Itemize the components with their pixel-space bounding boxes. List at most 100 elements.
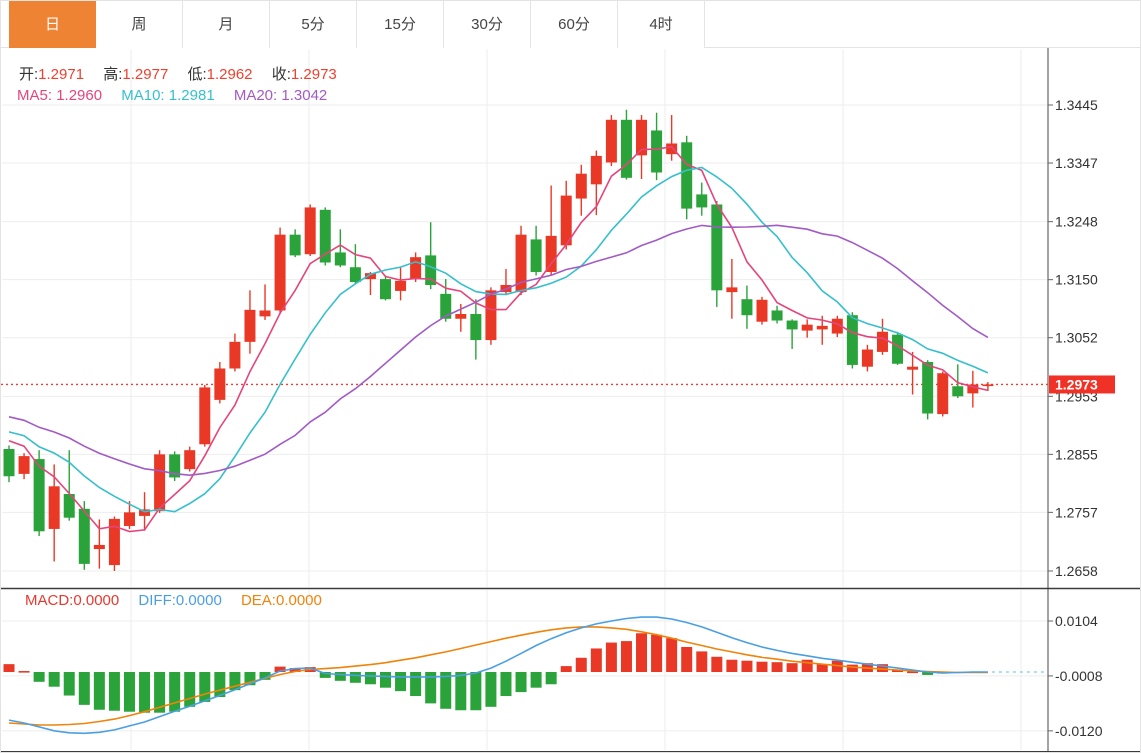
high-label: 高: <box>103 66 123 83</box>
ma10-line <box>8 166 989 513</box>
ma-legend: MA5: 1.2960 MA10: 1.2981 MA20: 1.3042 <box>17 87 342 104</box>
candle-down <box>289 229 301 258</box>
candle-body <box>63 494 75 518</box>
ma20-value: 1.3042 <box>281 87 328 104</box>
candle-up <box>636 115 648 180</box>
candle-body <box>786 320 798 330</box>
price-tick-label: 1.2855 <box>1055 446 1098 462</box>
macd-bar-negative <box>123 672 135 712</box>
macd-bar-positive <box>575 657 587 672</box>
price-tick-label: 1.3445 <box>1055 97 1098 113</box>
dea-value: 0.0000 <box>275 592 322 609</box>
candle-down <box>78 501 90 570</box>
macd-bar-positive <box>816 664 828 672</box>
tab-month[interactable]: 月 <box>183 1 270 48</box>
candle-body <box>937 373 949 415</box>
macd-bar-positive <box>696 651 708 672</box>
gridlines <box>2 49 1048 750</box>
candle-body <box>395 280 407 291</box>
candle-up <box>48 464 60 562</box>
macd-bar-negative <box>199 672 211 702</box>
macd-bar-positive <box>18 671 30 673</box>
macd-bar-positive <box>876 664 888 672</box>
open-value: 1.2971 <box>38 66 85 83</box>
price-tick-label: 1.2658 <box>1055 563 1098 579</box>
macd-bar-negative <box>500 672 512 697</box>
candle-down <box>696 182 708 216</box>
candle-down <box>530 225 542 276</box>
macd-bar-negative <box>244 672 256 686</box>
price-tick-label: 1.3052 <box>1055 330 1098 346</box>
tab-day[interactable]: 日 <box>9 1 96 48</box>
macd-bar-negative <box>154 672 166 713</box>
timeframe-tabbar: 日 周 月 5分 15分 30分 60分 4时 <box>1 1 1140 48</box>
candle-down <box>425 222 437 290</box>
price-tick-label: 1.3347 <box>1055 155 1098 171</box>
candle-body <box>364 273 376 280</box>
candle-up <box>756 296 768 325</box>
candle-body <box>244 309 256 342</box>
candle-up <box>666 115 678 161</box>
candle-body <box>455 314 467 319</box>
candle-body <box>123 512 135 526</box>
macd-bar-negative <box>425 672 437 704</box>
low-label: 低: <box>187 66 207 83</box>
candle-body <box>425 255 437 285</box>
candle-up <box>590 150 602 216</box>
tab-15min[interactable]: 15分 <box>357 1 444 48</box>
candle-up <box>967 370 979 408</box>
macd-bar-negative <box>63 672 75 696</box>
candle-body <box>952 386 964 397</box>
macd-bar-negative <box>214 672 226 698</box>
macd-bar-negative <box>169 672 181 712</box>
candle-down <box>892 331 904 365</box>
candle-body <box>560 195 572 246</box>
candle-body <box>214 368 226 400</box>
candle-body <box>590 155 602 185</box>
candle-body <box>681 142 693 209</box>
candle-up <box>395 267 407 301</box>
candle-body <box>184 450 196 470</box>
candle-up <box>214 361 226 404</box>
candle-body <box>33 459 45 532</box>
macd-bar-positive <box>756 661 768 672</box>
candle-up <box>937 371 949 417</box>
macd-bar-negative <box>78 672 90 705</box>
candle-body <box>319 209 331 263</box>
diff-line <box>8 616 988 735</box>
macd-bar-positive <box>726 659 738 672</box>
candle-up <box>876 318 888 355</box>
tab-30min[interactable]: 30分 <box>444 1 531 48</box>
candle-body <box>846 315 858 365</box>
candle-down <box>169 451 181 481</box>
candle-down <box>741 285 753 329</box>
candle-body <box>304 207 316 255</box>
candle-body <box>696 194 708 208</box>
candle-body <box>816 325 828 330</box>
price-tick-label: 1.3248 <box>1055 214 1098 230</box>
macd-bar-positive <box>620 641 632 672</box>
candle-down <box>319 207 331 266</box>
tab-4hour[interactable]: 4时 <box>618 1 705 48</box>
candle-up <box>861 344 873 372</box>
macd-bar-positive <box>560 666 572 672</box>
tab-week[interactable]: 周 <box>96 1 183 48</box>
dea-label: DEA: <box>240 592 276 609</box>
candle-up <box>93 519 105 569</box>
low-value: 1.2962 <box>206 66 253 83</box>
macd-bar-negative <box>440 672 452 709</box>
candle-body <box>93 544 105 550</box>
candle-down <box>380 275 391 301</box>
tab-60min[interactable]: 60分 <box>531 1 618 48</box>
candle-up <box>605 115 617 166</box>
ma20-line <box>8 224 989 477</box>
candle-body <box>801 324 813 331</box>
candle-body <box>289 234 301 256</box>
macd-bar-positive <box>289 668 301 672</box>
macd-bar-negative <box>259 672 271 680</box>
tab-5min[interactable]: 5分 <box>270 1 357 48</box>
macd-bar-positive <box>590 648 602 672</box>
macd-bar-positive <box>801 659 813 672</box>
